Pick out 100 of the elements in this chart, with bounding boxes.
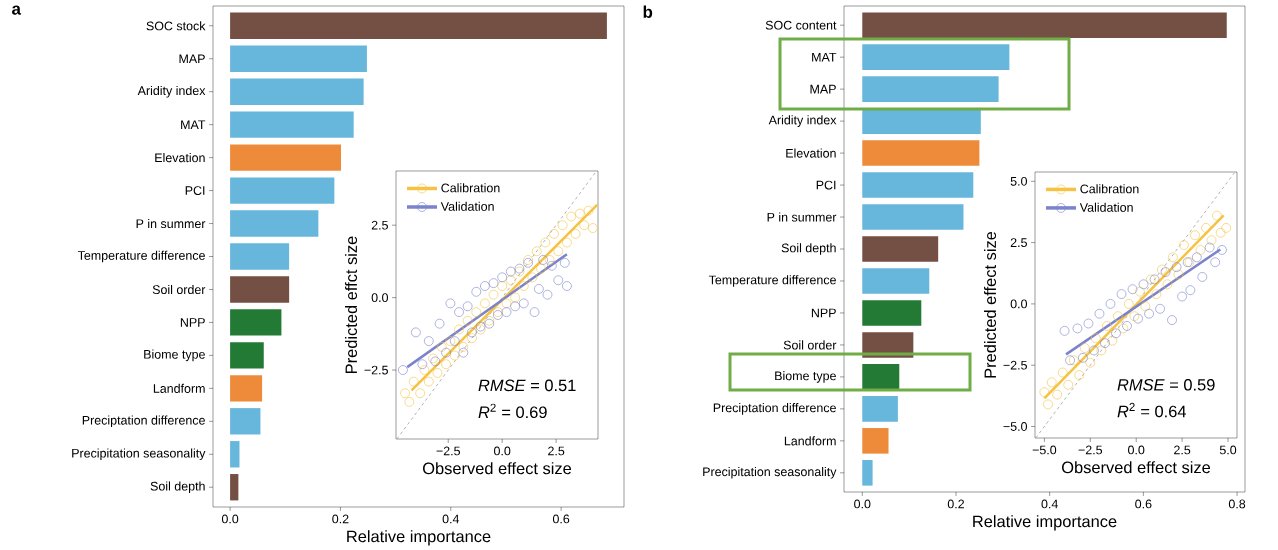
- x-tick-label: 0.2: [947, 499, 964, 509]
- y-tick-label: Soil order: [152, 284, 206, 295]
- point: [1221, 223, 1231, 233]
- point: [1155, 304, 1165, 314]
- y-tick-label: PCI: [816, 180, 836, 190]
- y-tick-label: Soil order: [783, 340, 837, 350]
- point: [1217, 245, 1227, 255]
- point: [467, 333, 477, 343]
- point: [1113, 311, 1123, 321]
- point: [471, 287, 482, 297]
- point: [1074, 370, 1085, 380]
- point: [549, 229, 559, 239]
- point: [1129, 311, 1140, 321]
- point: [506, 275, 516, 286]
- point: [1096, 345, 1107, 356]
- point: [424, 336, 434, 346]
- y-tick-label: MAT: [812, 52, 837, 62]
- point: [432, 368, 443, 378]
- x-tick-label: −2.5: [1078, 445, 1103, 455]
- bar: [230, 144, 341, 171]
- y-tick-label: 0.0: [1010, 299, 1027, 309]
- point: [1140, 301, 1151, 312]
- point: [1133, 313, 1143, 324]
- point: [1102, 321, 1112, 331]
- x-tick-label: 0.0: [494, 446, 511, 456]
- x-tick-label: −2.5: [436, 446, 460, 456]
- y-tick-label: Biome type: [775, 371, 836, 383]
- y-axis-title: Predicted effect size: [984, 231, 997, 378]
- bar: [862, 44, 1010, 70]
- point: [462, 301, 473, 312]
- point: [1046, 377, 1057, 388]
- point: [547, 260, 557, 271]
- x-axis-title: Observed effect size: [423, 462, 572, 475]
- point: [1052, 389, 1063, 400]
- point: [1068, 355, 1079, 366]
- y-tick-label: MAT: [181, 120, 206, 129]
- point: [497, 281, 507, 291]
- point: [1100, 338, 1110, 348]
- bar: [230, 111, 354, 138]
- point: [531, 246, 542, 257]
- point: [538, 255, 548, 265]
- bar: [230, 276, 290, 303]
- point: [497, 272, 507, 283]
- point: [1177, 291, 1187, 302]
- point: [501, 298, 512, 309]
- point: [1190, 230, 1200, 241]
- point: [1144, 308, 1154, 319]
- y-tick-label: NPP: [180, 318, 205, 327]
- point: [559, 258, 570, 268]
- point: [510, 292, 520, 303]
- point: [529, 307, 540, 317]
- point: [557, 220, 568, 230]
- point: [1072, 323, 1083, 334]
- bar: [230, 78, 364, 105]
- point: [480, 281, 490, 291]
- bar: [862, 364, 900, 390]
- point: [1195, 245, 1206, 255]
- bar: [862, 140, 980, 166]
- x-axis-title: Relative importance: [973, 515, 1117, 531]
- bar: [862, 300, 922, 326]
- point: [1111, 328, 1121, 339]
- point: [454, 307, 464, 317]
- point: [518, 281, 529, 291]
- point: [1079, 343, 1090, 353]
- point: [1116, 289, 1127, 299]
- point: [1107, 335, 1118, 346]
- point: [583, 205, 594, 216]
- point: [1210, 257, 1220, 268]
- y-tick-label: Aridity index: [137, 85, 206, 98]
- x-tick-label: 0.0: [221, 514, 239, 524]
- y-tick-label: Precipitation seasonality: [72, 448, 206, 461]
- point: [408, 376, 419, 387]
- y-tick-label: 2.5: [1010, 238, 1027, 248]
- point: [1162, 279, 1173, 290]
- point: [1173, 269, 1184, 280]
- x-tick-label: 2.5: [1174, 445, 1191, 455]
- point: [445, 336, 456, 346]
- point: [588, 223, 598, 233]
- legend-label: Validation: [1079, 202, 1133, 212]
- y-tick-label: Soil depth: [781, 243, 836, 255]
- x-axis-title: Observed effect size: [1062, 461, 1211, 474]
- point: [1179, 240, 1189, 250]
- point: [1167, 315, 1177, 325]
- point: [1124, 299, 1134, 309]
- y-tick-label: Aridity index: [768, 115, 837, 127]
- y-tick-label: Landform: [784, 436, 836, 446]
- point: [417, 359, 428, 370]
- point: [1085, 357, 1096, 368]
- bar: [230, 441, 240, 468]
- y-tick-label: −2.5: [364, 365, 388, 375]
- bar: [230, 309, 282, 336]
- point: [1192, 252, 1202, 263]
- point: [471, 307, 482, 317]
- point: [488, 289, 499, 300]
- y-tick-label: 0.0: [371, 293, 388, 303]
- bar: [862, 12, 1227, 38]
- point: [434, 318, 445, 329]
- point: [540, 237, 551, 248]
- y-tick-label: P in summer: [136, 218, 206, 229]
- y-tick-label: Temperature difference: [708, 275, 836, 287]
